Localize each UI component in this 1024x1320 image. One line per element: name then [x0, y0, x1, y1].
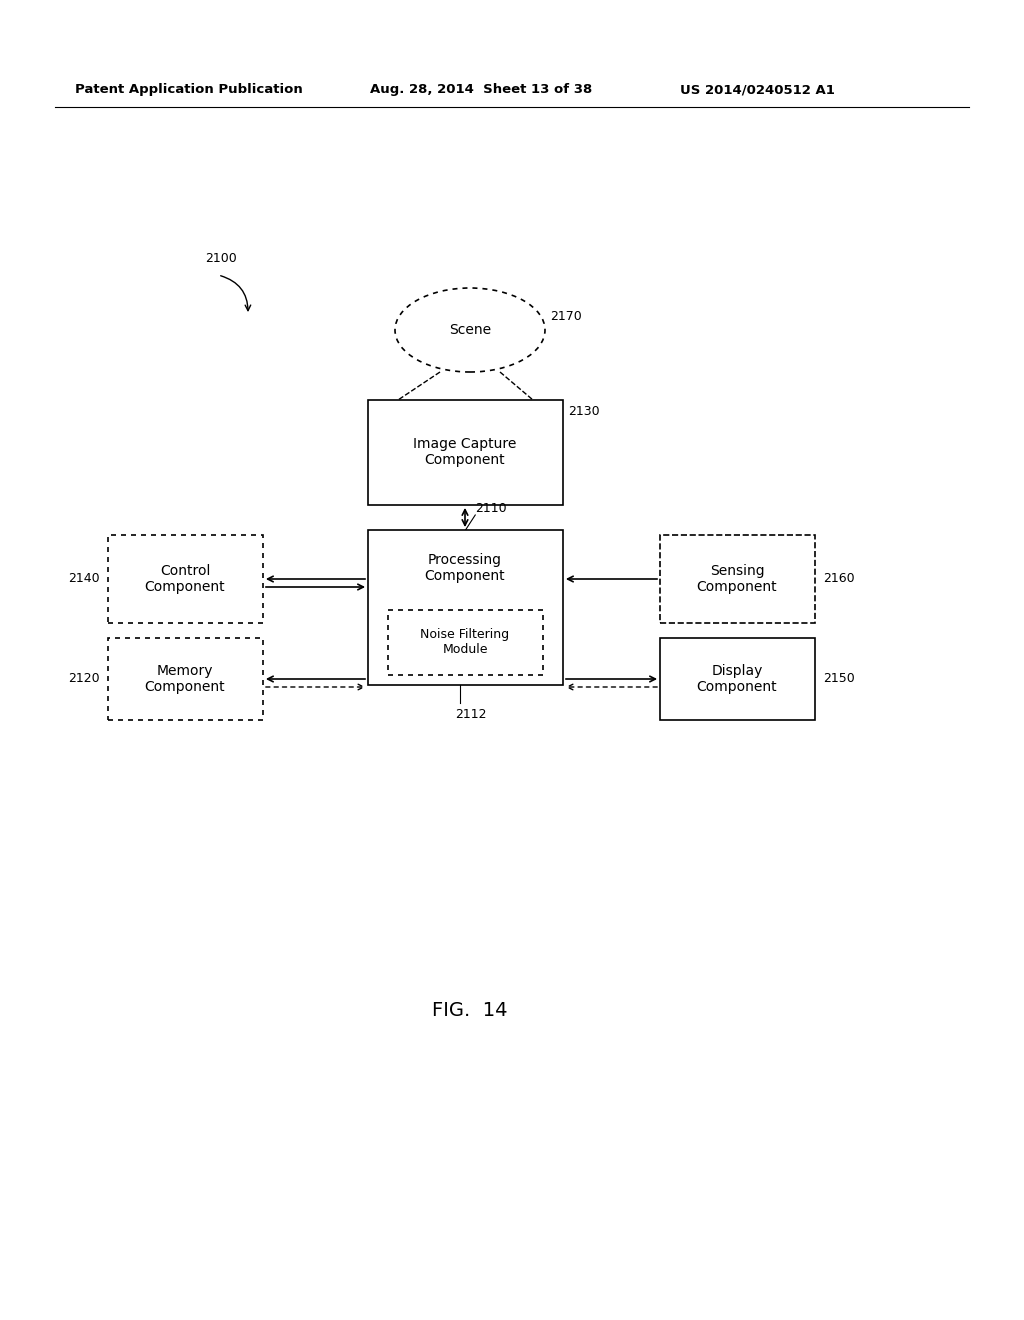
Bar [368, 400, 563, 506]
Text: 2170: 2170 [550, 310, 582, 323]
Text: 2130: 2130 [568, 405, 600, 418]
Text: Display
Component: Display Component [696, 664, 777, 694]
Bar [368, 531, 563, 685]
Bar [108, 535, 263, 623]
Bar [388, 610, 543, 675]
Bar [660, 535, 815, 623]
Text: Noise Filtering
Module: Noise Filtering Module [421, 628, 510, 656]
Text: FIG.  14: FIG. 14 [432, 1001, 508, 1019]
Text: Control
Component: Control Component [144, 564, 225, 594]
Ellipse shape [395, 288, 545, 372]
Bar [108, 638, 263, 719]
Text: Sensing
Component: Sensing Component [696, 564, 777, 594]
Bar [660, 638, 815, 719]
Text: 2150: 2150 [823, 672, 855, 685]
Text: 2120: 2120 [69, 672, 100, 685]
Text: Image Capture
Component: Image Capture Component [414, 437, 517, 467]
Text: Scene: Scene [449, 323, 492, 337]
Text: Aug. 28, 2014  Sheet 13 of 38: Aug. 28, 2014 Sheet 13 of 38 [370, 83, 592, 96]
Text: Patent Application Publication: Patent Application Publication [75, 83, 303, 96]
Text: 2112: 2112 [455, 709, 486, 722]
Text: 2160: 2160 [823, 573, 855, 586]
Text: Memory
Component: Memory Component [144, 664, 225, 694]
Text: 2100: 2100 [205, 252, 237, 264]
Text: US 2014/0240512 A1: US 2014/0240512 A1 [680, 83, 835, 96]
Text: 2110: 2110 [475, 502, 507, 515]
Text: 2140: 2140 [69, 573, 100, 586]
Text: Processing
Component: Processing Component [425, 553, 505, 583]
